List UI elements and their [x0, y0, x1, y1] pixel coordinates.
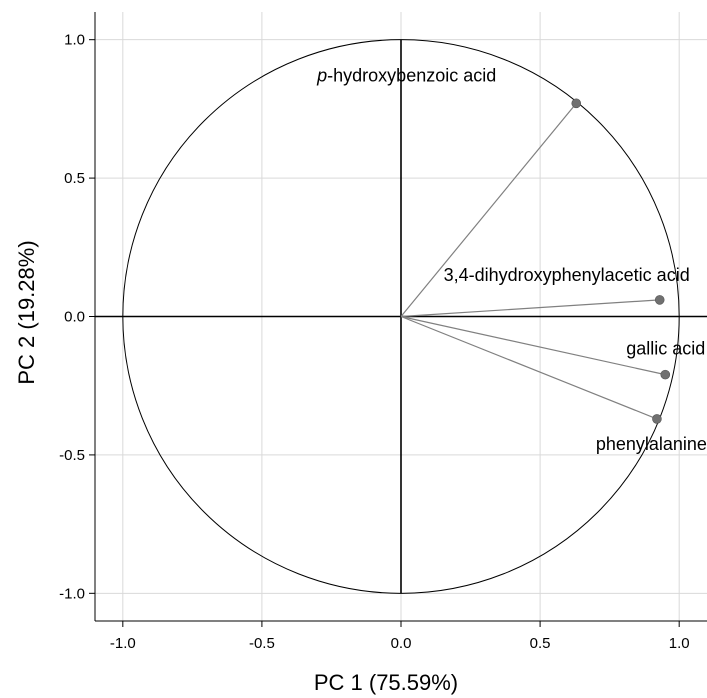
loading-point-0 [571, 98, 582, 109]
loading-point-1 [654, 295, 665, 305]
y-axis-ticks: 1.0 0.5 0.0 -0.5 -1.0 [59, 32, 95, 602]
y-tick-label-3: -0.5 [59, 447, 85, 464]
loading-vector-3 [400, 315, 658, 420]
y-axis-title: PC 2 (19.28%) [14, 240, 39, 384]
x-tick-label-0: -1.0 [110, 635, 136, 652]
loading-labels: p-hydroxybenzoic acid 3,4-dihydroxyphenyl… [316, 65, 707, 454]
y-tick-label-1: 0.5 [64, 170, 85, 187]
y-tick-label-0: 1.0 [64, 32, 85, 49]
loading-label-1: 3,4-dihydroxyphenylacetic acid [444, 265, 690, 285]
loading-point-2 [660, 369, 671, 380]
x-tick-label-1: -0.5 [249, 635, 275, 652]
loading-label-text-1: 3,4-dihydroxyphenylacetic acid [444, 265, 690, 285]
loading-point-3 [652, 414, 662, 424]
x-tick-label-2: 0.0 [391, 635, 412, 652]
loading-label-0: p-hydroxybenzoic acid [316, 65, 496, 85]
loading-vectors [400, 98, 671, 424]
y-tick-label-2: 0.0 [64, 309, 85, 326]
loading-label-2: gallic acid [626, 339, 705, 359]
x-axis-title: PC 1 (75.59%) [314, 670, 458, 695]
loading-vector-0 [400, 102, 577, 317]
y-tick-label-4: -1.0 [59, 585, 85, 602]
loading-vector-2 [400, 315, 666, 376]
x-axis-ticks: -1.0 -0.5 0.0 0.5 1.0 [110, 621, 690, 652]
loading-label-prefix-0: p [316, 65, 327, 85]
loading-label-3: phenylalanine [596, 434, 707, 454]
loading-vector-1 [400, 299, 660, 318]
loading-label-text-2: gallic acid [626, 339, 705, 359]
loading-label-text-0: -hydroxybenzoic acid [327, 65, 496, 85]
loading-label-text-3: phenylalanine [596, 434, 707, 454]
x-tick-label-4: 1.0 [669, 635, 690, 652]
x-tick-label-3: 0.5 [530, 635, 551, 652]
